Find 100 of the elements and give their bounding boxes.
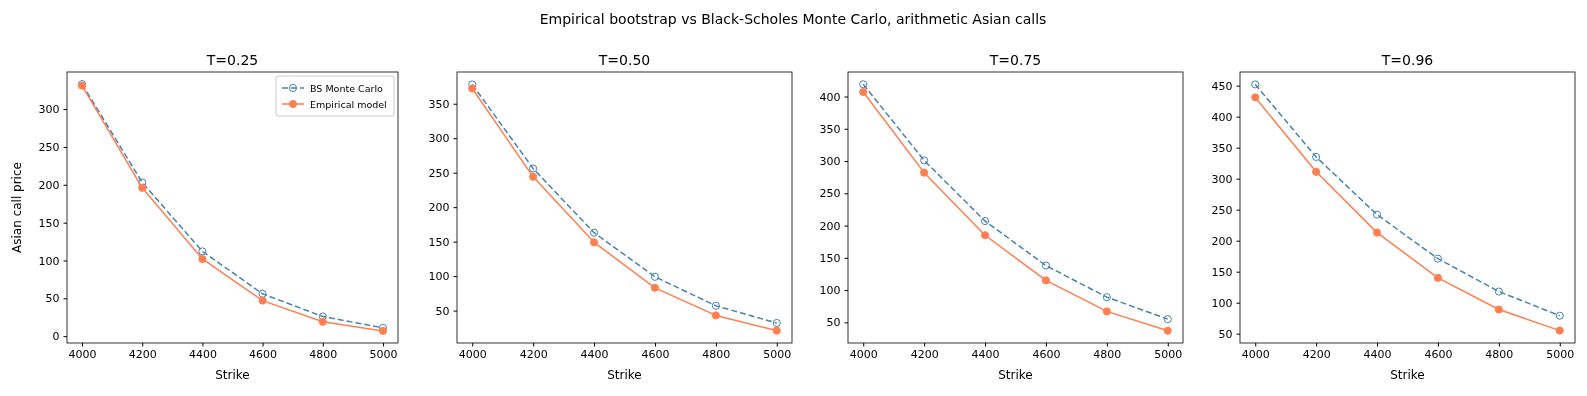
y-tick-label: 400 bbox=[1211, 110, 1233, 124]
point bbox=[650, 283, 660, 292]
point bbox=[772, 318, 781, 328]
chart-title: T=0.96 bbox=[1380, 52, 1434, 68]
y-tick-label: 350 bbox=[1211, 141, 1233, 155]
point bbox=[1251, 80, 1260, 89]
y-tick-label: 100 bbox=[428, 270, 450, 284]
point bbox=[1555, 311, 1564, 320]
y-tick-label: 200 bbox=[1211, 234, 1233, 248]
y-tick-label: 250 bbox=[428, 166, 450, 180]
x-tick-label: 4200 bbox=[1302, 348, 1331, 362]
point bbox=[650, 272, 660, 281]
y-tick-label: 300 bbox=[38, 103, 60, 117]
y-tick-label: 150 bbox=[819, 251, 841, 265]
y-tick-label: 100 bbox=[1211, 296, 1233, 310]
point bbox=[198, 254, 207, 264]
x-tick-label: 4000 bbox=[1241, 348, 1270, 362]
point bbox=[980, 216, 990, 226]
point bbox=[138, 183, 147, 192]
x-tick-label: 4000 bbox=[68, 348, 97, 362]
x-axis-title: Strike bbox=[607, 368, 642, 382]
y-tick-label: 200 bbox=[428, 201, 450, 215]
x-tick-label: 4600 bbox=[249, 348, 278, 362]
x-tick-label: 4400 bbox=[1363, 348, 1392, 362]
legend-label: BS Monte Carlo bbox=[310, 82, 384, 94]
x-tick-label: 4400 bbox=[188, 348, 217, 362]
y-axis-title: Asian call price bbox=[10, 162, 24, 253]
x-tick-label: 4400 bbox=[580, 348, 609, 362]
chart-title: T=0.75 bbox=[988, 52, 1042, 68]
y-tick-label: 200 bbox=[819, 219, 841, 233]
point bbox=[980, 231, 990, 240]
y-tick-label: 350 bbox=[819, 122, 841, 136]
legend-label: Empirical model bbox=[310, 98, 387, 110]
point bbox=[1312, 167, 1321, 176]
x-axis-title: Strike bbox=[998, 368, 1033, 382]
y-tick-label: 100 bbox=[38, 254, 60, 268]
point bbox=[1433, 254, 1443, 263]
point bbox=[1312, 152, 1321, 162]
point bbox=[1494, 305, 1503, 314]
x-tick-label: 4600 bbox=[641, 348, 670, 362]
point bbox=[711, 311, 720, 320]
point bbox=[258, 296, 267, 305]
x-tick-label: 4200 bbox=[910, 348, 939, 362]
y-tick-label: 50 bbox=[1218, 327, 1233, 341]
x-tick-label: 4800 bbox=[309, 348, 338, 362]
y-tick-label: 250 bbox=[819, 187, 841, 201]
y-tick-label: 300 bbox=[819, 155, 841, 169]
x-tick-label: 4800 bbox=[702, 348, 731, 362]
y-tick-label: 200 bbox=[38, 178, 60, 192]
text: Empirical bootstrap vs Black-Scholes Monte Carlo, arithmetic Asian calls bbox=[539, 11, 1047, 27]
point bbox=[920, 168, 929, 177]
point bbox=[1372, 228, 1382, 237]
point bbox=[529, 164, 538, 173]
point bbox=[859, 80, 868, 89]
chart-title: T=0.50 bbox=[597, 52, 651, 68]
x-axis-title: Strike bbox=[1390, 368, 1425, 382]
y-tick-label: 50 bbox=[45, 292, 60, 306]
point bbox=[1372, 210, 1382, 219]
x-tick-label: 4000 bbox=[849, 348, 878, 362]
y-tick-label: 50 bbox=[435, 304, 450, 318]
chart-title: T=0.25 bbox=[205, 52, 259, 68]
point bbox=[529, 172, 538, 181]
point bbox=[318, 317, 327, 326]
point bbox=[258, 289, 267, 298]
point bbox=[1251, 93, 1260, 102]
x-tick-label: 4600 bbox=[1424, 348, 1453, 362]
x-tick-label: 4400 bbox=[971, 348, 1000, 362]
point bbox=[1555, 326, 1564, 335]
point bbox=[711, 301, 720, 310]
point bbox=[198, 247, 207, 256]
y-tick-label: 300 bbox=[1211, 172, 1233, 186]
y-tick-label: 300 bbox=[428, 132, 450, 146]
point bbox=[859, 87, 868, 97]
y-tick-label: 0 bbox=[52, 330, 60, 344]
y-tick-label: 400 bbox=[819, 90, 841, 104]
x-tick-label: 5000 bbox=[369, 348, 398, 362]
y-tick-label: 150 bbox=[1211, 265, 1233, 279]
point bbox=[772, 326, 781, 335]
point bbox=[589, 238, 599, 247]
point bbox=[1102, 293, 1111, 302]
x-tick-label: 4800 bbox=[1093, 348, 1122, 362]
point bbox=[468, 84, 477, 93]
x-tick-label: 4600 bbox=[1032, 348, 1061, 362]
x-tick-label: 4200 bbox=[519, 348, 548, 362]
x-axis-title: Strike bbox=[215, 368, 250, 382]
y-tick-label: 150 bbox=[428, 235, 450, 249]
point bbox=[1163, 326, 1172, 335]
point bbox=[1102, 307, 1111, 316]
x-tick-label: 5000 bbox=[763, 348, 792, 362]
x-tick-label: 4000 bbox=[458, 348, 487, 362]
point bbox=[1494, 287, 1503, 296]
y-tick-label: 350 bbox=[428, 97, 450, 111]
x-tick-label: 5000 bbox=[1546, 348, 1575, 362]
x-tick-label: 5000 bbox=[1154, 348, 1183, 362]
x-tick-label: 4800 bbox=[1485, 348, 1514, 362]
y-tick-label: 250 bbox=[38, 140, 60, 154]
y-tick-label: 100 bbox=[819, 284, 841, 298]
point bbox=[1041, 261, 1051, 270]
point bbox=[1163, 315, 1172, 324]
x-tick-label: 4200 bbox=[128, 348, 157, 362]
